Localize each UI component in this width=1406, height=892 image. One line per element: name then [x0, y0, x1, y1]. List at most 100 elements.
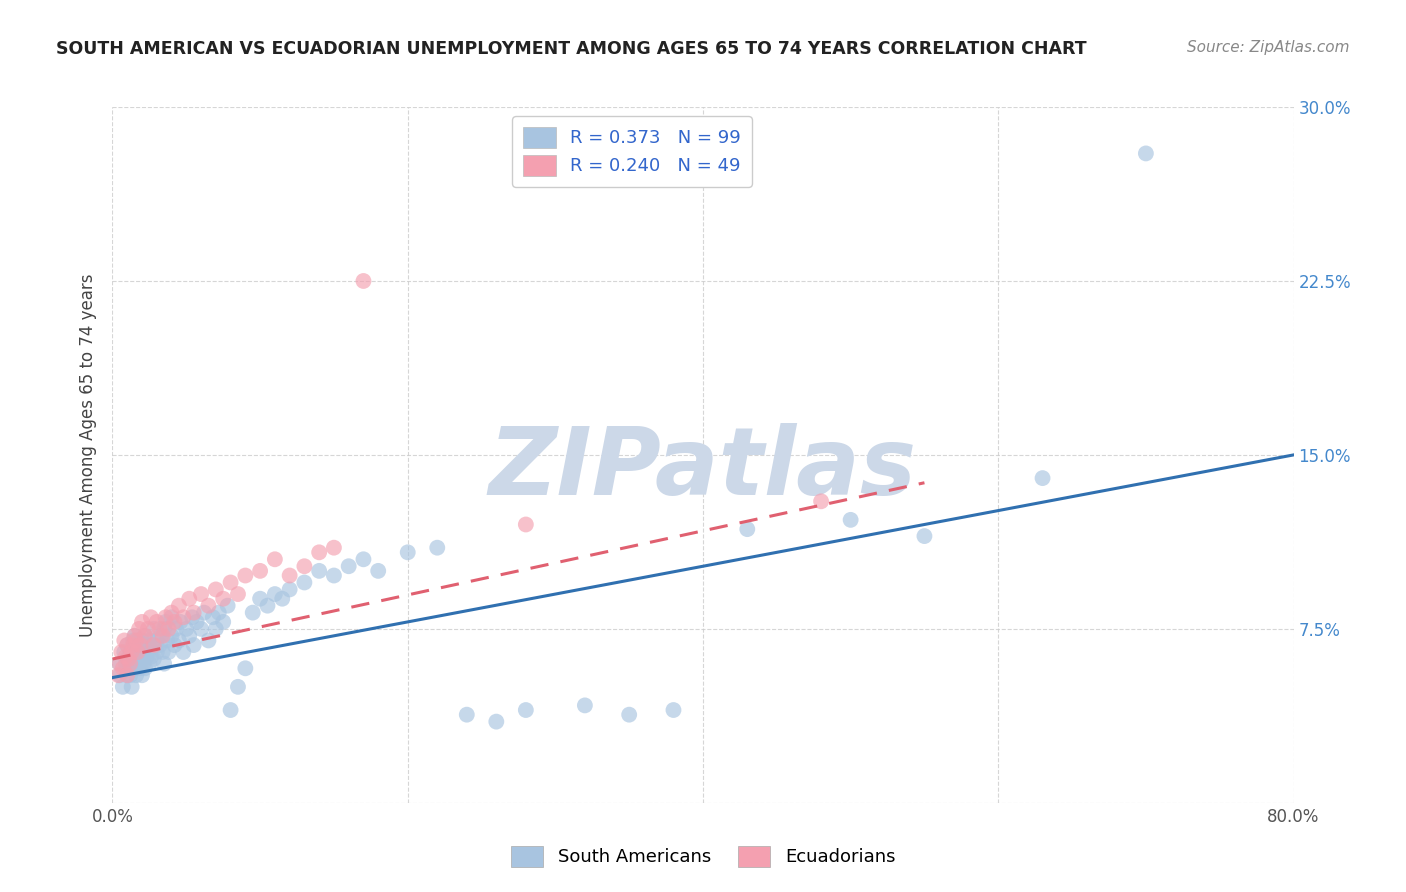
- Point: [136, 645, 159, 659]
- Point: [249, 591, 271, 606]
- Point: [160, 610, 183, 624]
- Point: [117, 668, 138, 682]
- Point: [323, 568, 346, 582]
- Point: [367, 564, 389, 578]
- Point: [264, 587, 287, 601]
- Point: [146, 645, 169, 659]
- Point: [128, 622, 150, 636]
- Point: [183, 638, 205, 652]
- Point: [152, 645, 174, 659]
- Point: [124, 661, 146, 675]
- Point: [125, 657, 148, 671]
- Point: [205, 622, 228, 636]
- Point: [193, 606, 215, 620]
- Point: [157, 645, 180, 659]
- Point: [485, 714, 508, 729]
- Point: [112, 633, 135, 648]
- Point: [134, 661, 156, 675]
- Point: [181, 610, 204, 624]
- Point: [124, 642, 146, 657]
- Point: [108, 657, 131, 671]
- Point: [128, 657, 150, 671]
- Point: [127, 652, 149, 666]
- Point: [122, 633, 145, 648]
- Point: [132, 645, 155, 659]
- Point: [308, 564, 330, 578]
- Point: [124, 629, 146, 643]
- Point: [208, 606, 231, 620]
- Point: [127, 633, 149, 648]
- Point: [217, 599, 239, 613]
- Point: [114, 657, 136, 671]
- Point: [125, 668, 148, 682]
- Point: [142, 652, 165, 666]
- Point: [212, 591, 235, 606]
- Point: [135, 649, 157, 664]
- Point: [212, 615, 235, 629]
- Point: [396, 545, 419, 559]
- Point: [515, 703, 537, 717]
- Point: [197, 599, 219, 613]
- Point: [183, 606, 205, 620]
- Point: [110, 645, 132, 659]
- Point: [107, 668, 129, 682]
- Point: [132, 657, 155, 671]
- Point: [138, 633, 160, 648]
- Point: [574, 698, 596, 713]
- Point: [155, 615, 177, 629]
- Point: [117, 638, 138, 652]
- Point: [737, 522, 759, 536]
- Point: [146, 615, 169, 629]
- Point: [122, 638, 145, 652]
- Point: [149, 622, 172, 636]
- Point: [169, 615, 191, 629]
- Point: [134, 629, 156, 643]
- Point: [172, 645, 194, 659]
- Point: [141, 638, 163, 652]
- Point: [662, 703, 685, 717]
- Point: [179, 629, 201, 643]
- Point: [142, 622, 165, 636]
- Text: SOUTH AMERICAN VS ECUADORIAN UNEMPLOYMENT AMONG AGES 65 TO 74 YEARS CORRELATION : SOUTH AMERICAN VS ECUADORIAN UNEMPLOYMEN…: [56, 40, 1087, 58]
- Point: [165, 622, 187, 636]
- Point: [120, 645, 142, 659]
- Point: [167, 633, 190, 648]
- Point: [352, 552, 374, 566]
- Legend: R = 0.373   N = 99, R = 0.240   N = 49: R = 0.373 N = 99, R = 0.240 N = 49: [512, 116, 752, 186]
- Point: [155, 610, 177, 624]
- Point: [278, 582, 301, 597]
- Point: [117, 652, 138, 666]
- Point: [138, 657, 160, 671]
- Point: [129, 661, 152, 675]
- Point: [122, 649, 145, 664]
- Point: [117, 661, 138, 675]
- Point: [152, 629, 174, 643]
- Point: [352, 274, 374, 288]
- Point: [128, 645, 150, 659]
- Point: [249, 564, 271, 578]
- Point: [114, 649, 136, 664]
- Point: [226, 680, 249, 694]
- Point: [264, 552, 287, 566]
- Point: [233, 661, 256, 675]
- Point: [190, 587, 212, 601]
- Point: [127, 645, 149, 659]
- Point: [163, 638, 186, 652]
- Point: [135, 638, 157, 652]
- Point: [160, 606, 183, 620]
- Point: [810, 494, 832, 508]
- Point: [117, 638, 138, 652]
- Point: [219, 575, 242, 590]
- Point: [292, 575, 315, 590]
- Point: [179, 591, 201, 606]
- Point: [337, 559, 360, 574]
- Point: [163, 615, 186, 629]
- Point: [205, 582, 228, 597]
- Point: [914, 529, 936, 543]
- Point: [226, 587, 249, 601]
- Point: [186, 615, 208, 629]
- Point: [233, 568, 256, 582]
- Point: [121, 657, 143, 671]
- Point: [121, 680, 143, 694]
- Point: [121, 645, 143, 659]
